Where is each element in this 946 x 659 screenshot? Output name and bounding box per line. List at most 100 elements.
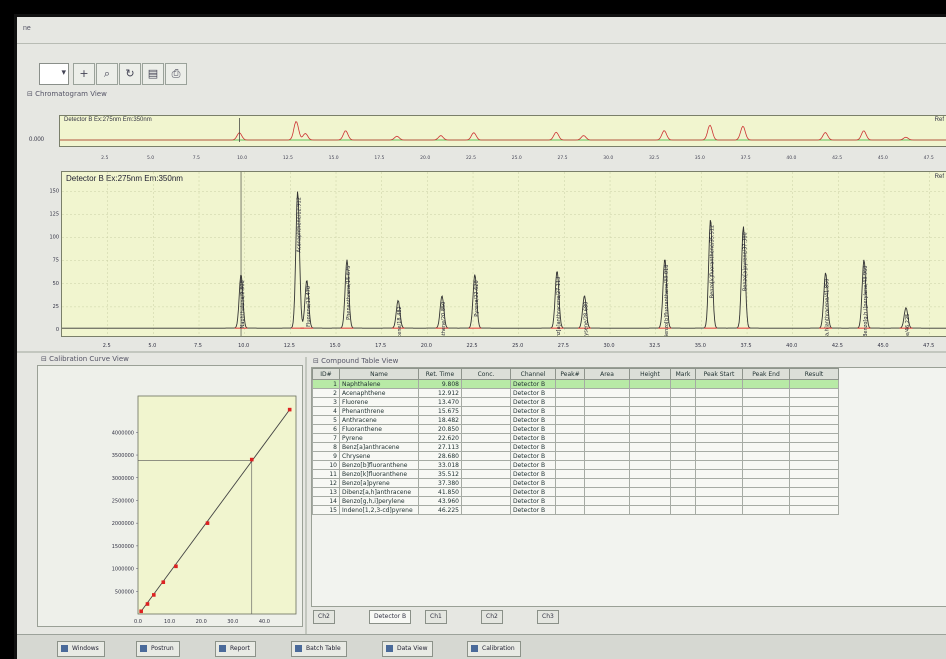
table-cell[interactable]	[670, 451, 696, 461]
table-cell[interactable]	[555, 424, 585, 434]
calibration-point[interactable]	[205, 521, 210, 525]
table-cell[interactable]	[555, 433, 585, 443]
taskbar-item[interactable]: Batch Table	[291, 641, 347, 657]
calibration-point[interactable]	[287, 407, 292, 412]
table-cell[interactable]	[629, 379, 671, 389]
table-row[interactable]: 13 Dibenz[a,h]anthracene 41.850 Detector B	[312, 487, 839, 497]
table-cell[interactable]	[629, 433, 671, 443]
table-cell[interactable]: 11	[312, 469, 340, 479]
table-cell[interactable]	[461, 433, 511, 443]
table-cell[interactable]: Benzo[a]pyrene	[339, 478, 419, 488]
column-header[interactable]: Channel	[510, 368, 556, 380]
table-cell[interactable]: 22.620	[418, 433, 462, 443]
table-cell[interactable]	[461, 424, 511, 434]
table-cell[interactable]	[555, 487, 585, 497]
table-cell[interactable]: Detector B	[510, 478, 556, 488]
table-cell[interactable]	[789, 415, 839, 425]
table-cell[interactable]	[584, 478, 630, 488]
table-cell[interactable]: Phenanthrene	[339, 406, 419, 416]
table-row[interactable]: 1 Naphthalene 9.808 Detector B	[312, 379, 839, 389]
calibration-curve-chart[interactable]: 4000000 3500000 3000000 2500000 2000000 15000…	[38, 366, 302, 626]
table-cell[interactable]	[695, 379, 743, 389]
table-row[interactable]: 15 Indeno[1,2,3-cd]pyrene 46.225 Detector B	[312, 505, 839, 515]
table-cell[interactable]	[695, 451, 743, 461]
table-cell[interactable]: Benzo[b]fluoranthene	[339, 460, 419, 470]
table-cell[interactable]	[789, 379, 839, 389]
table-cell[interactable]: Anthracene	[339, 415, 419, 425]
table-cell[interactable]	[584, 469, 630, 479]
table-cell[interactable]	[584, 397, 630, 407]
table-cell[interactable]	[695, 388, 743, 398]
bottom-tab[interactable]: Ch3	[537, 610, 559, 624]
table-cell[interactable]	[461, 496, 511, 506]
table-row[interactable]: 7 Pyrene 22.620 Detector B	[312, 433, 839, 443]
table-cell[interactable]: Detector B	[510, 388, 556, 398]
table-cell[interactable]	[584, 415, 630, 425]
table-cell[interactable]	[670, 487, 696, 497]
column-header[interactable]: ID#	[312, 368, 340, 380]
table-cell[interactable]	[461, 487, 511, 497]
column-header[interactable]: Peak End	[742, 368, 790, 380]
table-cell[interactable]	[461, 397, 511, 407]
table-cell[interactable]	[461, 388, 511, 398]
table-cell[interactable]	[584, 379, 630, 389]
table-cell[interactable]: Benz[a]anthracene	[339, 442, 419, 452]
table-cell[interactable]	[789, 424, 839, 434]
table-cell[interactable]	[789, 433, 839, 443]
table-cell[interactable]: Naphthalene	[339, 379, 419, 389]
table-cell[interactable]: Benzo[g,h,i]perylene	[339, 496, 419, 506]
table-cell[interactable]	[695, 460, 743, 470]
table-cell[interactable]	[670, 442, 696, 452]
table-cell[interactable]	[789, 478, 839, 488]
toolbar-dropdown[interactable]: ▾	[39, 63, 69, 85]
table-cell[interactable]	[670, 460, 696, 470]
table-row[interactable]: 9 Chrysene 28.680 Detector B	[312, 451, 839, 461]
table-cell[interactable]	[742, 451, 790, 461]
table-cell[interactable]	[461, 406, 511, 416]
table-cell[interactable]	[742, 478, 790, 488]
table-cell[interactable]	[555, 451, 585, 461]
table-cell[interactable]	[742, 487, 790, 497]
table-row[interactable]: 3 Fluorene 13.470 Detector B	[312, 397, 839, 407]
table-cell[interactable]	[789, 496, 839, 506]
table-cell[interactable]	[584, 424, 630, 434]
overview-plot[interactable]: Detector B Ex:275nm Em:350nm Ref	[59, 115, 946, 147]
table-cell[interactable]	[742, 496, 790, 506]
table-cell[interactable]: 6	[312, 424, 340, 434]
table-cell[interactable]	[555, 379, 585, 389]
table-cell[interactable]: 12.912	[418, 388, 462, 398]
table-cell[interactable]	[555, 469, 585, 479]
table-cell[interactable]	[742, 469, 790, 479]
table-row[interactable]: 10 Benzo[b]fluoranthene 33.018 Detector B	[312, 460, 839, 470]
table-row[interactable]: 2 Acenaphthene 12.912 Detector B	[312, 388, 839, 398]
chart-icon[interactable]: ▤	[142, 63, 164, 85]
main-chromatogram-plot[interactable]: Detector B Ex:275nm Em:350nm Ref Naphtha…	[61, 171, 946, 337]
table-cell[interactable]: Chrysene	[339, 451, 419, 461]
table-cell[interactable]	[555, 442, 585, 452]
table-cell[interactable]: 18.482	[418, 415, 462, 425]
table-row[interactable]: 8 Benz[a]anthracene 27.113 Detector B	[312, 442, 839, 452]
table-cell[interactable]	[695, 424, 743, 434]
table-cell[interactable]	[555, 478, 585, 488]
taskbar-item[interactable]: Windows	[57, 641, 105, 657]
calibration-point[interactable]	[152, 593, 156, 597]
table-cell[interactable]	[742, 379, 790, 389]
table-row[interactable]: 14 Benzo[g,h,i]perylene 43.960 Detector B	[312, 496, 839, 506]
table-cell[interactable]	[461, 379, 511, 389]
table-cell[interactable]: 2	[312, 388, 340, 398]
table-cell[interactable]	[629, 478, 671, 488]
table-cell[interactable]	[629, 397, 671, 407]
table-cell[interactable]	[789, 469, 839, 479]
zoom-icon[interactable]: ⌕	[96, 63, 118, 85]
table-cell[interactable]: Fluoranthene	[339, 424, 419, 434]
table-cell[interactable]: 15	[312, 505, 340, 515]
table-cell[interactable]	[695, 496, 743, 506]
table-cell[interactable]	[555, 388, 585, 398]
table-cell[interactable]: 9.808	[418, 379, 462, 389]
table-cell[interactable]	[629, 415, 671, 425]
table-cell[interactable]	[555, 496, 585, 506]
table-cell[interactable]	[695, 406, 743, 416]
table-cell[interactable]	[789, 460, 839, 470]
splitter-vertical[interactable]	[305, 357, 307, 637]
table-cell[interactable]: Detector B	[510, 415, 556, 425]
